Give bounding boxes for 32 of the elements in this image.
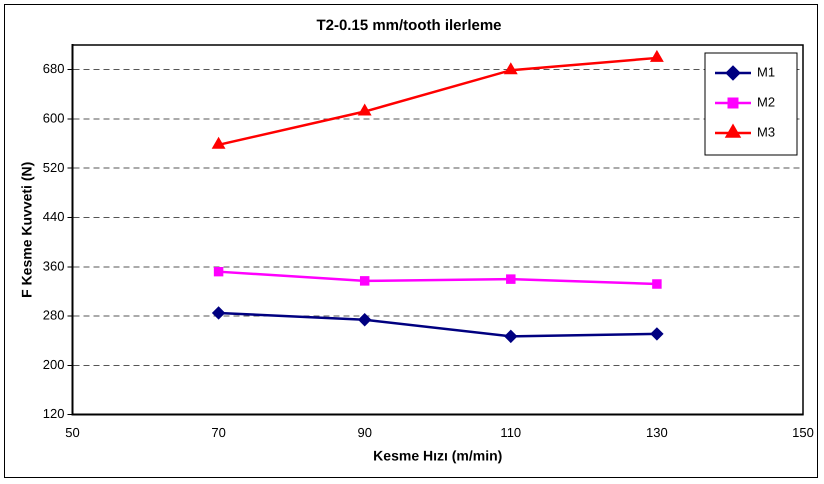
point — [652, 279, 662, 289]
y-tick-label: 200 — [42, 356, 64, 372]
x-tick-label: 130 — [646, 424, 668, 440]
point — [650, 50, 664, 62]
legend-label: M2 — [757, 94, 776, 110]
y-tick-label: 120 — [42, 406, 64, 422]
legend-label: M1 — [757, 64, 776, 80]
y-tick-label: 520 — [42, 160, 64, 175]
legend-label: M3 — [757, 124, 776, 140]
x-tick-label: 70 — [211, 424, 226, 440]
y-tick-label: 280 — [42, 308, 64, 323]
chart-title: T2-0.15 mm/tooth ilerleme — [316, 17, 502, 34]
x-axis-title: Kesme Hızı (m/min) — [373, 447, 502, 464]
x-tick-label: 150 — [792, 424, 814, 440]
y-tick-label: 440 — [42, 209, 64, 224]
point — [650, 327, 664, 340]
x-tick-label: 110 — [500, 424, 522, 440]
point — [214, 266, 224, 276]
point — [504, 62, 518, 74]
y-tick-label: 600 — [42, 110, 64, 126]
point — [358, 313, 372, 326]
point — [212, 137, 226, 149]
x-tick-label: 50 — [65, 424, 80, 440]
y-axis-title: F Kesme Kuvveti (N) — [18, 162, 34, 298]
point — [358, 104, 372, 116]
x-tick-label: 90 — [357, 424, 372, 440]
y-tick-label: 680 — [42, 61, 64, 76]
point — [360, 276, 370, 286]
y-tick-label: 360 — [42, 258, 64, 274]
point — [504, 330, 518, 343]
point — [506, 274, 516, 284]
point — [212, 306, 226, 320]
